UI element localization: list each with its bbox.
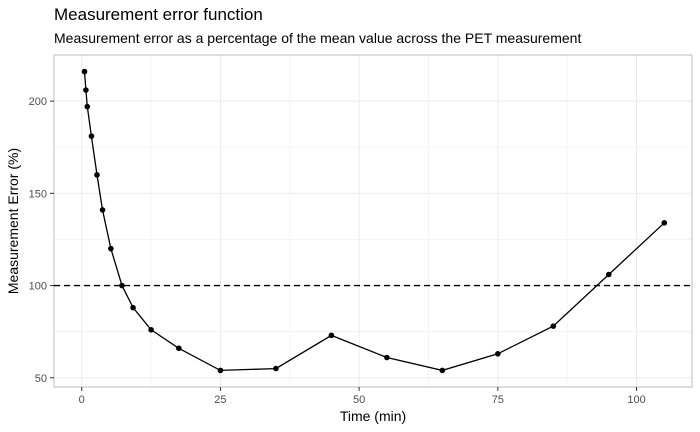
data-point	[130, 304, 136, 311]
data-point	[99, 207, 106, 213]
data-point	[83, 87, 89, 93]
x-axis-label: Time (min)	[340, 408, 406, 424]
data-point	[84, 103, 91, 110]
chart-subtitle: Measurement error as a percentage of the…	[54, 30, 582, 46]
y-axis-label: Measurement Error (%)	[5, 148, 21, 294]
chart-title: Measurement error function	[54, 5, 263, 24]
data-point	[94, 172, 100, 178]
y-axis-ticks: 50 100 150 200	[29, 96, 54, 385]
x-tick-label: 100	[627, 394, 645, 406]
data-point	[119, 282, 125, 289]
data-point	[81, 68, 88, 75]
x-tick-label: 25	[214, 394, 226, 406]
data-point	[605, 271, 612, 278]
data-point	[148, 327, 154, 333]
data-point	[661, 220, 668, 226]
plot-panel-border	[53, 54, 693, 388]
data-point	[217, 367, 224, 374]
data-point	[328, 332, 335, 339]
minor-gridlines	[54, 55, 692, 387]
data-points	[81, 68, 668, 374]
y-tick-label: 100	[29, 281, 47, 293]
data-point	[439, 367, 446, 374]
data-point	[108, 245, 114, 252]
data-point	[384, 354, 390, 361]
y-tick-label: 150	[29, 188, 47, 200]
data-point	[550, 323, 557, 329]
data-point	[176, 345, 182, 352]
x-tick-label: 50	[353, 394, 365, 406]
data-point	[273, 365, 279, 372]
series-line	[83, 71, 665, 372]
x-axis-ticks: 0 25 50 75 100	[79, 387, 646, 406]
major-gridlines	[54, 55, 692, 387]
x-tick-label: 0	[79, 394, 85, 406]
x-tick-label: 75	[492, 394, 504, 406]
data-point	[495, 351, 501, 357]
y-tick-label: 200	[29, 96, 47, 108]
y-tick-label: 50	[35, 373, 47, 385]
data-point	[88, 133, 95, 139]
